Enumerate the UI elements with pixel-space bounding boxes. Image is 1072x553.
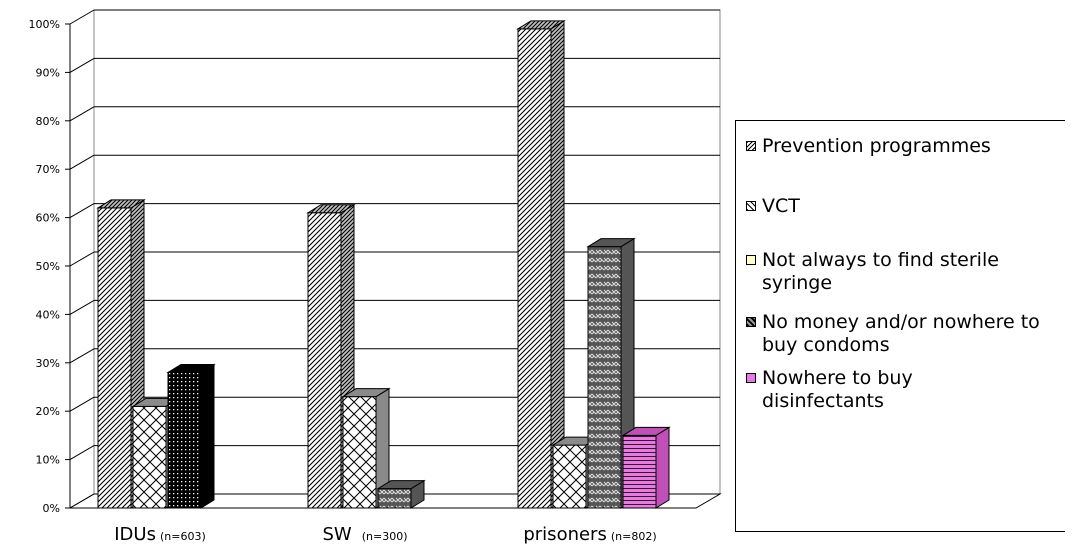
gridline-depth bbox=[69, 154, 95, 170]
bar-top bbox=[166, 363, 216, 373]
y-tick-label: 0% bbox=[43, 502, 60, 515]
bar bbox=[621, 426, 671, 509]
bar-front bbox=[377, 488, 412, 509]
gridline-depth bbox=[69, 203, 95, 219]
bar-side bbox=[200, 363, 215, 509]
bar-front bbox=[622, 434, 657, 509]
y-tick-label: 100% bbox=[29, 18, 60, 31]
y-tick-label: 80% bbox=[36, 115, 60, 128]
y-tick-label: 20% bbox=[36, 405, 60, 418]
legend-swatch-condoms bbox=[746, 317, 756, 327]
bar-side bbox=[550, 19, 565, 509]
gridline-depth bbox=[69, 9, 95, 25]
gridline-depth bbox=[69, 251, 95, 267]
legend-label-vct: VCT bbox=[762, 195, 800, 217]
gridline-depth bbox=[69, 57, 95, 73]
y-tick-label: 50% bbox=[36, 260, 60, 273]
bar-top bbox=[341, 388, 391, 398]
bar-top bbox=[376, 480, 426, 490]
legend-label-condoms: No money and/or nowhere to buy condoms bbox=[762, 311, 1040, 356]
bar-top bbox=[621, 426, 671, 436]
legend-item-syringe: Not always to find sterile syringe bbox=[746, 249, 1037, 295]
bar-front bbox=[517, 28, 552, 509]
y-tick-label: 60% bbox=[36, 212, 60, 225]
gridline-depth bbox=[69, 299, 95, 315]
bar-top bbox=[96, 199, 146, 209]
y-tick-label: 40% bbox=[36, 308, 60, 321]
bar-front bbox=[307, 212, 342, 509]
x-tick-label: SW (n=300) bbox=[322, 524, 407, 545]
bar-top bbox=[516, 20, 566, 30]
bar-side bbox=[655, 426, 670, 509]
legend-swatch-vct bbox=[746, 201, 756, 211]
y-tick-label: 30% bbox=[36, 357, 60, 370]
legend-item-vct: VCT bbox=[746, 195, 1062, 218]
gridline-depth bbox=[69, 445, 95, 461]
bar bbox=[96, 199, 146, 509]
legend-item-disinfectants: Nowhere to buy disinfectants bbox=[746, 367, 952, 413]
legend-swatch-disinfectants bbox=[746, 373, 756, 383]
bar-top bbox=[306, 204, 356, 214]
gridline-depth bbox=[69, 396, 95, 412]
legend-swatch-syringe bbox=[746, 255, 756, 265]
x-tick-label: prisoners (n=802) bbox=[523, 524, 656, 545]
gridline-depth bbox=[69, 106, 95, 122]
legend-label-prevention: Prevention programmes bbox=[762, 135, 991, 157]
legend-item-condoms: No money and/or nowhere to buy condoms bbox=[746, 311, 1067, 357]
bar bbox=[376, 479, 426, 509]
legend: Prevention programmes VCT Not always to … bbox=[735, 120, 1065, 532]
bar-front bbox=[167, 371, 202, 509]
bar bbox=[516, 19, 566, 509]
legend-label-syringe: Not always to find sterile syringe bbox=[762, 249, 999, 294]
bar-front bbox=[552, 444, 587, 509]
bar bbox=[166, 363, 216, 509]
legend-label-disinfectants: Nowhere to buy disinfectants bbox=[762, 367, 913, 412]
bar-front bbox=[97, 207, 132, 509]
bar-front bbox=[132, 405, 167, 509]
legend-item-prevention: Prevention programmes bbox=[746, 135, 1062, 158]
gridline-depth bbox=[69, 493, 95, 509]
y-tick-label: 10% bbox=[36, 454, 60, 467]
y-tick-label: 90% bbox=[36, 66, 60, 79]
y-tick-label: 70% bbox=[36, 163, 60, 176]
gridline-depth bbox=[69, 348, 95, 364]
bar-top bbox=[586, 238, 636, 248]
legend-swatch-prevention bbox=[746, 141, 756, 151]
bar-front bbox=[587, 246, 622, 509]
x-tick-label: IDUs (n=603) bbox=[114, 524, 206, 545]
bar-front bbox=[342, 396, 377, 509]
